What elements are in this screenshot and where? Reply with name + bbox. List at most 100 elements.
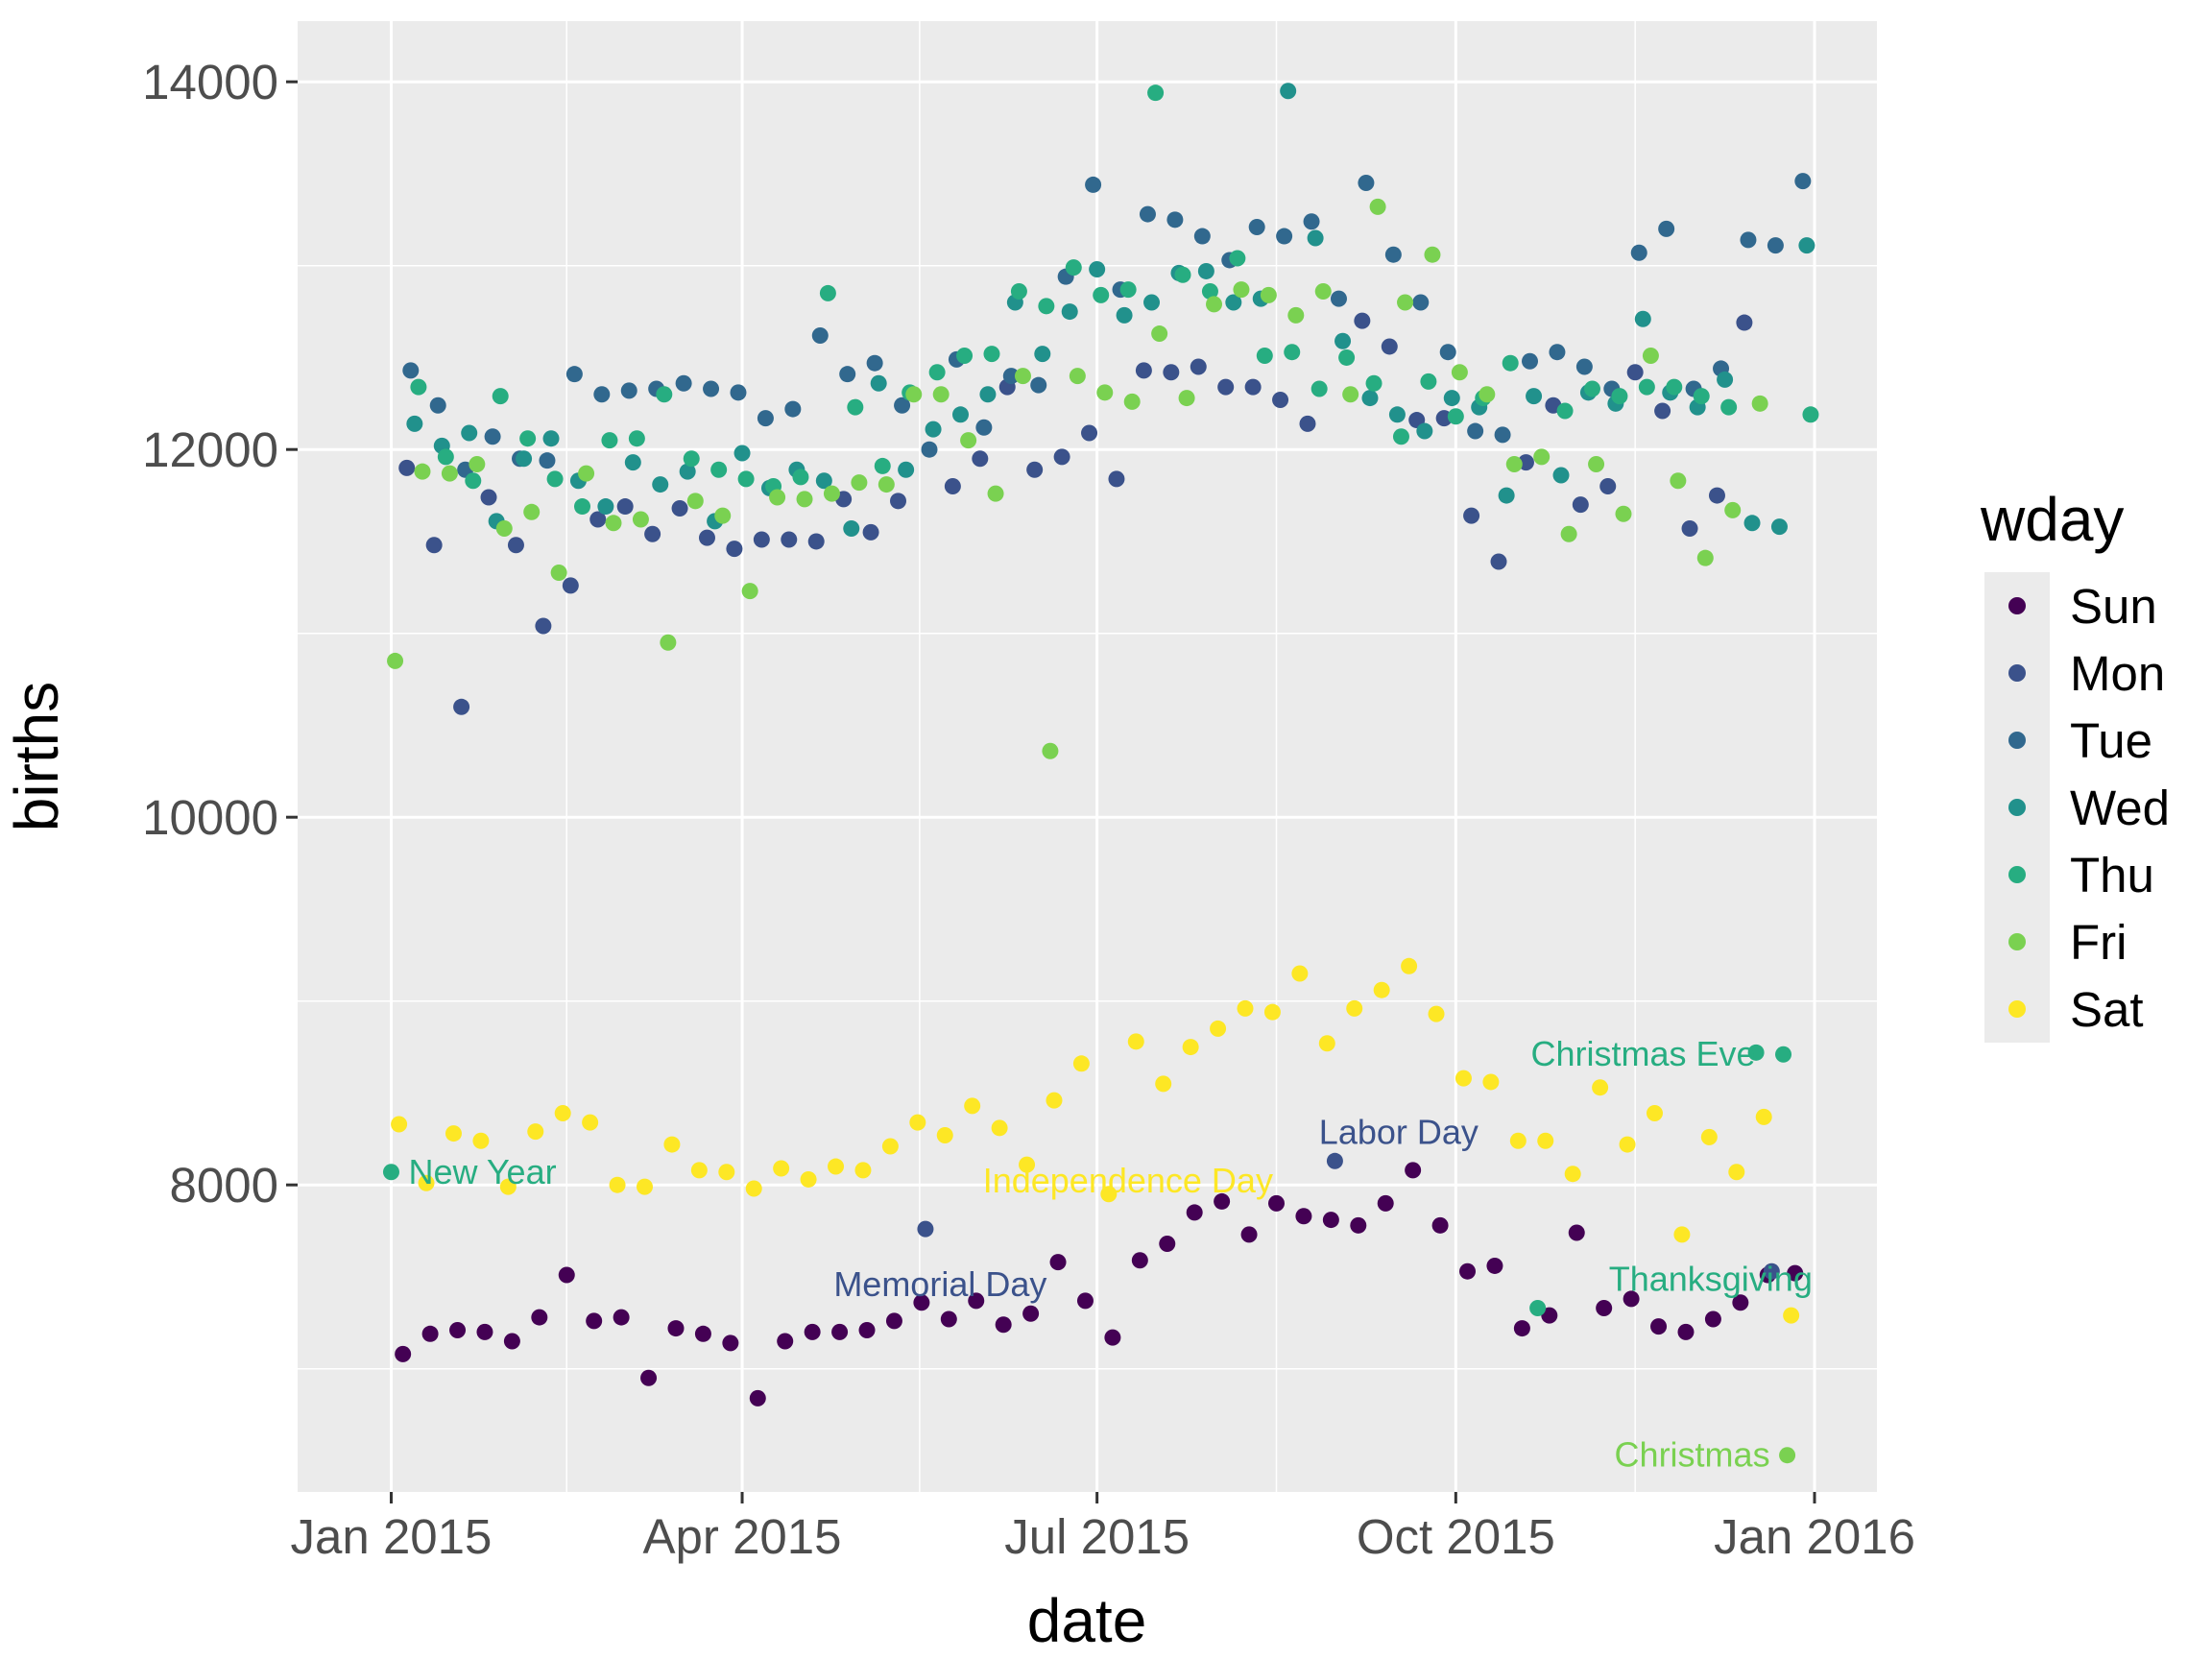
data-point bbox=[1556, 402, 1574, 420]
data-point bbox=[1314, 283, 1332, 301]
data-point bbox=[531, 1309, 548, 1326]
data-point bbox=[1708, 487, 1725, 504]
data-point bbox=[866, 354, 883, 372]
data-point bbox=[495, 520, 513, 538]
data-point bbox=[823, 485, 840, 502]
data-point bbox=[1116, 306, 1133, 324]
data-point bbox=[753, 531, 770, 548]
data-point bbox=[1755, 1108, 1772, 1125]
data-point bbox=[737, 470, 755, 488]
data-point bbox=[1330, 290, 1347, 307]
data-point bbox=[733, 445, 751, 462]
y-axis-title: births bbox=[2, 682, 71, 832]
data-point bbox=[1770, 518, 1788, 536]
data-point bbox=[960, 432, 977, 449]
data-point bbox=[671, 499, 688, 517]
data-point bbox=[589, 511, 607, 528]
annotation-label: Independence Day bbox=[983, 1161, 1273, 1200]
data-point bbox=[1295, 1208, 1312, 1225]
data-point bbox=[1783, 1307, 1800, 1324]
data-point bbox=[1214, 1192, 1231, 1210]
data-point bbox=[1700, 1128, 1718, 1145]
data-point bbox=[858, 1321, 876, 1338]
data-point bbox=[616, 498, 634, 516]
data-point bbox=[414, 463, 431, 480]
data-point bbox=[1225, 294, 1242, 311]
series-tue bbox=[402, 173, 1812, 478]
data-point bbox=[437, 448, 454, 466]
data-point bbox=[1307, 229, 1324, 247]
data-point bbox=[1310, 380, 1328, 397]
data-point bbox=[1147, 84, 1165, 102]
data-point bbox=[1354, 312, 1371, 329]
data-point bbox=[1256, 348, 1273, 365]
data-point bbox=[628, 430, 645, 447]
data-point bbox=[1537, 1132, 1554, 1149]
data-point bbox=[421, 1325, 439, 1342]
data-point bbox=[944, 477, 961, 494]
data-point bbox=[586, 1312, 603, 1330]
data-point bbox=[874, 457, 891, 474]
data-point bbox=[1233, 281, 1250, 299]
data-point bbox=[839, 366, 856, 383]
data-point bbox=[898, 461, 915, 478]
data-point bbox=[519, 430, 537, 447]
holiday-annotations: New Year Memorial Day Independence Day Labo… bbox=[408, 1034, 1812, 1474]
data-point bbox=[1751, 395, 1768, 412]
data-point bbox=[1467, 422, 1484, 440]
legend-label-fri: Fri bbox=[2070, 915, 2127, 970]
series-fri bbox=[387, 198, 1796, 1464]
data-point bbox=[1338, 349, 1356, 366]
data-point bbox=[425, 537, 443, 554]
y-tick-label: 14000 bbox=[142, 55, 278, 109]
data-point bbox=[1272, 391, 1289, 408]
data-point bbox=[854, 1162, 872, 1179]
data-point bbox=[480, 489, 497, 506]
data-point bbox=[1405, 1162, 1422, 1179]
data-point bbox=[609, 1176, 626, 1193]
data-point bbox=[620, 382, 637, 399]
x-axis: Jan 2015 Apr 2015 Jul 2015 Oct 2015 Jan 2016 bbox=[291, 1492, 1915, 1564]
data-point bbox=[925, 421, 942, 438]
data-point bbox=[862, 523, 879, 541]
data-point bbox=[1076, 1292, 1094, 1310]
data-point bbox=[613, 1309, 630, 1326]
data-point bbox=[1794, 173, 1812, 190]
data-point bbox=[1210, 1020, 1227, 1037]
data-point bbox=[499, 1178, 517, 1195]
data-point bbox=[1318, 1035, 1335, 1052]
data-point bbox=[1237, 999, 1254, 1017]
legend-label-tue: Tue bbox=[2070, 713, 2152, 768]
data-point bbox=[1291, 965, 1309, 982]
data-point bbox=[1502, 354, 1519, 372]
data-point bbox=[1513, 1320, 1530, 1337]
legend-key-thu bbox=[2008, 866, 2026, 883]
data-point bbox=[1072, 1055, 1090, 1072]
data-point bbox=[1666, 378, 1683, 396]
legend-key-fri bbox=[2008, 933, 2026, 950]
data-point bbox=[1541, 1307, 1558, 1324]
data-point bbox=[1119, 281, 1137, 299]
data-point bbox=[1131, 1252, 1148, 1269]
data-point bbox=[968, 1292, 985, 1310]
data-point bbox=[881, 1138, 899, 1155]
data-point bbox=[1010, 283, 1027, 301]
x-tick-label: Jul 2015 bbox=[1004, 1509, 1190, 1564]
annotation-label: Christmas bbox=[1615, 1435, 1770, 1475]
data-point bbox=[819, 284, 836, 301]
data-point bbox=[784, 400, 802, 418]
data-point bbox=[1201, 283, 1218, 301]
data-point bbox=[449, 1321, 467, 1338]
data-point bbox=[1451, 364, 1468, 381]
data-point bbox=[1065, 259, 1082, 276]
data-point bbox=[1240, 1226, 1258, 1243]
data-point bbox=[469, 456, 486, 473]
legend-label-wed: Wed bbox=[2070, 781, 2170, 835]
data-point bbox=[1248, 218, 1265, 235]
data-point bbox=[956, 348, 974, 365]
data-point bbox=[1522, 352, 1539, 370]
data-point bbox=[565, 366, 583, 383]
data-point bbox=[1654, 402, 1671, 420]
data-point bbox=[964, 1097, 981, 1115]
major-gridlines bbox=[298, 21, 1877, 1492]
